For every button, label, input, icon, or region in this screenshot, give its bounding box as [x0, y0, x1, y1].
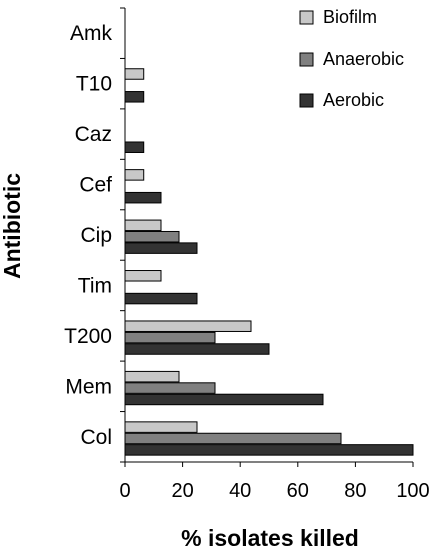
category-label-col: Col	[80, 426, 112, 449]
category-labels: Amk T10 Caz Cef Cip Tim T200 Mem Col	[64, 22, 112, 449]
x-tick-label-60: 60	[287, 480, 309, 502]
x-axis-title: % isolates killed	[181, 525, 359, 551]
bar-biofilm-cip	[124, 219, 162, 232]
legend-swatch-anaerobic	[299, 52, 314, 67]
legend-swatch-biofilm	[299, 10, 314, 25]
category-label-cip: Cip	[80, 224, 112, 247]
x-tick-label-80: 80	[344, 480, 366, 502]
bar-aerobic-mem	[124, 393, 324, 406]
bar-biofilm-t200	[124, 320, 252, 332]
x-tick-label-100: 100	[396, 480, 429, 502]
bars-group	[124, 68, 414, 456]
y-axis-title: Antibiotic	[0, 173, 25, 279]
legend-label-biofilm: Biofilm	[323, 7, 377, 27]
bar-anaerobic-col	[124, 432, 342, 445]
x-tick-label-40: 40	[229, 480, 251, 502]
bar-anaerobic-mem	[124, 382, 216, 394]
category-label-caz: Caz	[75, 123, 112, 146]
legend-label-anaerobic: Anaerobic	[323, 49, 404, 69]
category-label-t10: T10	[76, 73, 112, 96]
bar-biofilm-t10	[124, 68, 145, 80]
bar-aerobic-cef	[124, 191, 162, 204]
bar-biofilm-col	[124, 421, 198, 433]
bar-aerobic-t10	[124, 91, 145, 103]
x-tick-label-0: 0	[119, 480, 130, 502]
category-label-t200: T200	[64, 325, 112, 348]
category-label-amk: Amk	[70, 22, 113, 45]
bar-anaerobic-t200	[124, 331, 216, 344]
bar-aerobic-col	[124, 444, 414, 456]
bar-aerobic-t200	[124, 343, 270, 355]
bar-biofilm-mem	[124, 370, 180, 383]
category-label-cef: Cef	[79, 174, 112, 197]
bar-anaerobic-cip	[124, 230, 180, 243]
legend: Biofilm Anaerobic Aerobic	[299, 7, 404, 110]
category-label-mem: Mem	[65, 375, 112, 398]
bar-aerobic-cip	[124, 242, 198, 254]
legend-label-aerobic: Aerobic	[323, 90, 384, 110]
axes-group	[120, 7, 414, 467]
bar-biofilm-tim	[124, 270, 162, 282]
bar-aerobic-tim	[124, 292, 198, 305]
x-tick-labels: 0 20 40 60 80 100	[119, 480, 429, 502]
category-label-tim: Tim	[78, 274, 112, 297]
legend-swatch-aerobic	[299, 93, 314, 108]
bar-aerobic-caz	[124, 141, 145, 153]
bar-biofilm-cef	[124, 169, 145, 181]
x-tick-label-20: 20	[171, 480, 193, 502]
